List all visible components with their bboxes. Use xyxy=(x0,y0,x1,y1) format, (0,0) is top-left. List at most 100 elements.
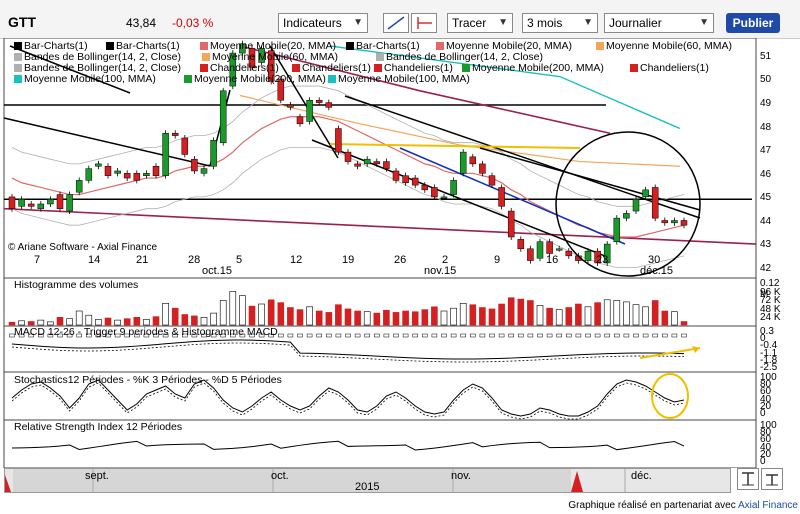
axis-label: 80 xyxy=(760,379,772,391)
candle xyxy=(27,203,35,207)
ma100-line xyxy=(329,45,681,130)
legend-label: Chandeliers(1) xyxy=(384,62,453,74)
footer-link[interactable]: Axial Finance xyxy=(737,500,798,511)
price-axis-label: 49 xyxy=(760,97,772,109)
macd-histogram-bar xyxy=(278,333,284,338)
indicators-label: Indicateurs xyxy=(283,16,342,30)
legend-item: Moyenne Mobile(100, MMA) xyxy=(328,74,470,85)
candle xyxy=(363,158,371,165)
date-tick-label: 23 xyxy=(596,254,609,266)
legend-item: Chandeliers(1) xyxy=(292,63,371,74)
macd-histogram-bar xyxy=(566,333,572,338)
axis-label: -1.8 xyxy=(760,354,778,366)
draw-dropdown[interactable]: Tracer ▼ xyxy=(447,13,513,33)
axis-label: 20 xyxy=(760,448,772,460)
date-tick-label: 2 xyxy=(442,254,449,266)
navigator-window xyxy=(13,469,571,492)
navigator-right-marker xyxy=(571,471,583,492)
price-axis-label: 44 xyxy=(760,215,772,227)
ticker-symbol: GTT xyxy=(8,14,36,30)
legend-swatch xyxy=(200,42,208,50)
legend-swatch xyxy=(202,53,210,61)
legend-label: Moyenne Mobile(100, MMA) xyxy=(24,73,156,85)
candle xyxy=(143,173,150,176)
candle xyxy=(152,166,160,176)
stochastic-plot xyxy=(11,373,689,420)
chart-area[interactable] xyxy=(0,38,800,468)
candle xyxy=(239,43,246,54)
axis-label: 0.12 M xyxy=(760,278,780,300)
axis-label: 0.3 xyxy=(760,326,774,337)
horizontal-line-tool-button[interactable] xyxy=(411,13,437,33)
period-dropdown[interactable]: 3 mois ▼ xyxy=(522,13,598,33)
volume-bar xyxy=(344,308,352,326)
candle xyxy=(603,243,611,264)
date-tick-label: 26 xyxy=(394,254,407,266)
macd-arrow xyxy=(639,347,701,359)
macd-histogram-bar xyxy=(66,333,73,338)
legend-item: Bar-Charts(1) xyxy=(14,41,88,52)
candle xyxy=(85,168,93,181)
volume-bar xyxy=(469,304,477,326)
candle xyxy=(671,220,678,224)
trendline-tool-button[interactable] xyxy=(383,13,409,33)
candle xyxy=(392,170,400,181)
legend-item: Moyenne Mobile(200, MMA) xyxy=(184,74,326,85)
trend-line-8 xyxy=(329,143,581,149)
candle xyxy=(527,248,534,261)
macd-histogram-bar xyxy=(57,333,63,338)
macd-histogram-bar xyxy=(105,333,111,338)
volume-bar xyxy=(219,300,227,326)
navigator-preview xyxy=(5,469,626,492)
candle xyxy=(421,184,429,191)
macd-histogram-bar xyxy=(201,333,207,338)
volume-bar xyxy=(104,317,112,326)
navigator-scrollbar[interactable]: sept. oct. nov. déc. 2015 xyxy=(4,468,731,493)
rsi-frame xyxy=(3,419,757,468)
candle xyxy=(133,173,141,181)
remove-panel-button[interactable] xyxy=(761,468,783,490)
month-tick-label: déc.15 xyxy=(640,265,674,277)
legend: Bar-Charts(1) Bar-Charts(1) Moyenne Mobile… xyxy=(14,41,754,85)
macd-histogram-bar xyxy=(364,333,370,338)
nav-month-oct: oct. xyxy=(271,470,289,482)
trend-line-2 xyxy=(344,95,701,219)
macd-histogram-bar xyxy=(335,333,342,338)
price-axis-label: 43 xyxy=(760,239,772,251)
nav-month-sept: sept. xyxy=(85,470,109,482)
price-change: -0,03 % xyxy=(172,16,214,30)
volume-bar xyxy=(325,312,333,326)
candle xyxy=(315,99,323,103)
volume-bar xyxy=(354,310,361,326)
publish-button[interactable]: Publier xyxy=(726,13,780,33)
candle xyxy=(584,250,592,261)
axis-label: 40 xyxy=(760,441,772,453)
macd-histogram-bar xyxy=(326,333,332,338)
macd-histogram-bar xyxy=(614,333,620,338)
volume-bar xyxy=(450,307,457,326)
legend-swatch xyxy=(14,42,22,50)
macd-histogram-bar xyxy=(546,333,553,338)
legend-swatch xyxy=(346,42,354,50)
candle xyxy=(171,132,179,136)
frequency-dropdown[interactable]: Journalier ▼ xyxy=(604,13,714,33)
axis-label: -1.1 xyxy=(760,347,778,359)
rsi-plot xyxy=(11,440,685,451)
nav-month-dec: déc. xyxy=(631,470,652,482)
indicators-dropdown[interactable]: Indicateurs ▼ xyxy=(278,13,368,33)
legend-swatch xyxy=(184,75,192,83)
legend-label: Moyenne Mobile(20, MMA) xyxy=(210,40,337,52)
month-tick-label: nov.15 xyxy=(424,265,457,277)
volume-bar xyxy=(680,321,688,326)
axis-label: 100 xyxy=(760,420,777,431)
month-tick-label: oct.15 xyxy=(202,265,232,277)
legend-swatch xyxy=(596,42,604,50)
volume-bar xyxy=(411,311,419,326)
macd-frame xyxy=(3,325,757,373)
volume-bar xyxy=(479,307,486,326)
macd-histogram-bar xyxy=(38,333,44,338)
add-panel-button[interactable] xyxy=(737,468,759,490)
period-label: 3 mois xyxy=(527,16,563,30)
axis-label: 60 xyxy=(760,434,772,446)
candle xyxy=(450,180,457,195)
